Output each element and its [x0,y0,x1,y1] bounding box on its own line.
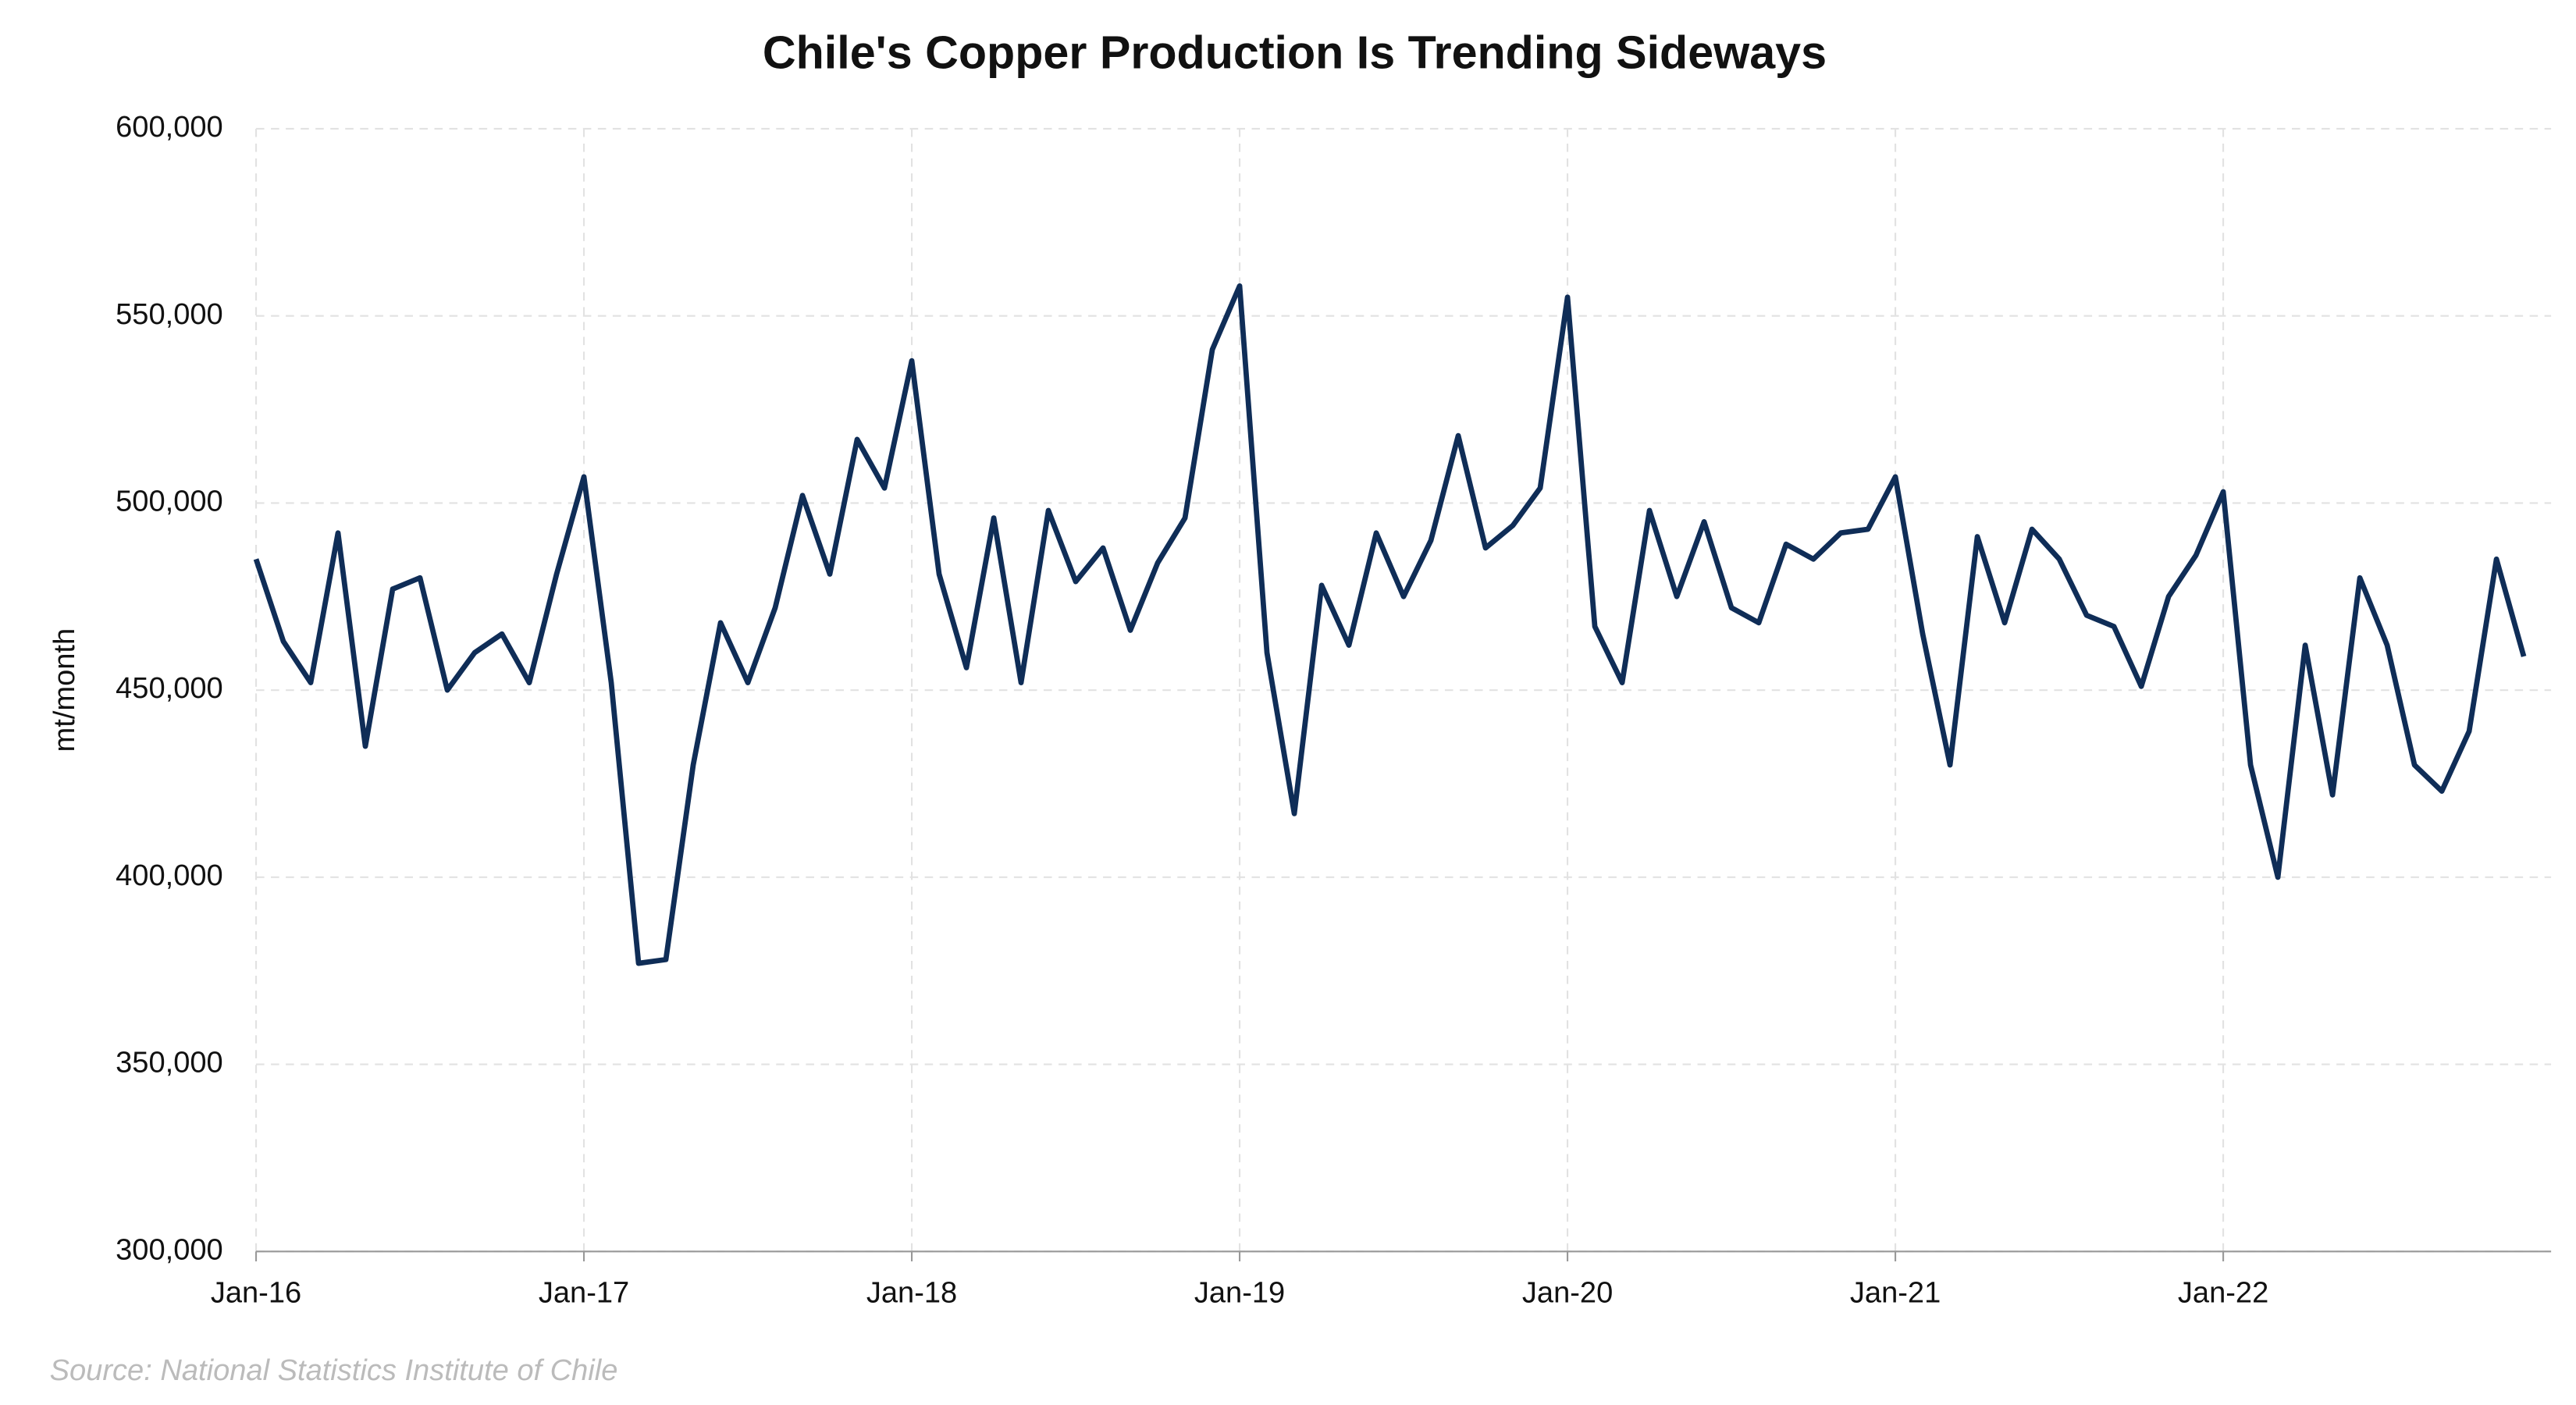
y-axis-label: mt/month [48,628,81,752]
y-tick-label: 550,000 [116,298,223,331]
y-tick-label: 500,000 [116,485,223,518]
source-note: Source: National Statistics Institute of… [50,1354,618,1387]
x-tick-label: Jan-16 [211,1276,301,1309]
y-tick-label: 300,000 [116,1233,223,1266]
y-tick-label: 350,000 [116,1047,223,1080]
y-tick-label: 400,000 [116,859,223,892]
y-tick-label: 450,000 [116,672,223,705]
x-tick-label: Jan-18 [866,1276,957,1309]
data-line [253,283,2527,966]
x-tick-label: Jan-17 [539,1276,629,1309]
x-tick-label: Jan-20 [1522,1276,1613,1309]
y-tick-label: 600,000 [116,111,223,144]
chart-title: Chile's Copper Production Is Trending Si… [763,27,1827,79]
x-tick-label: Jan-22 [2178,1276,2268,1309]
x-tick-label: Jan-21 [1850,1276,1941,1309]
x-tick-label: Jan-19 [1194,1276,1285,1309]
